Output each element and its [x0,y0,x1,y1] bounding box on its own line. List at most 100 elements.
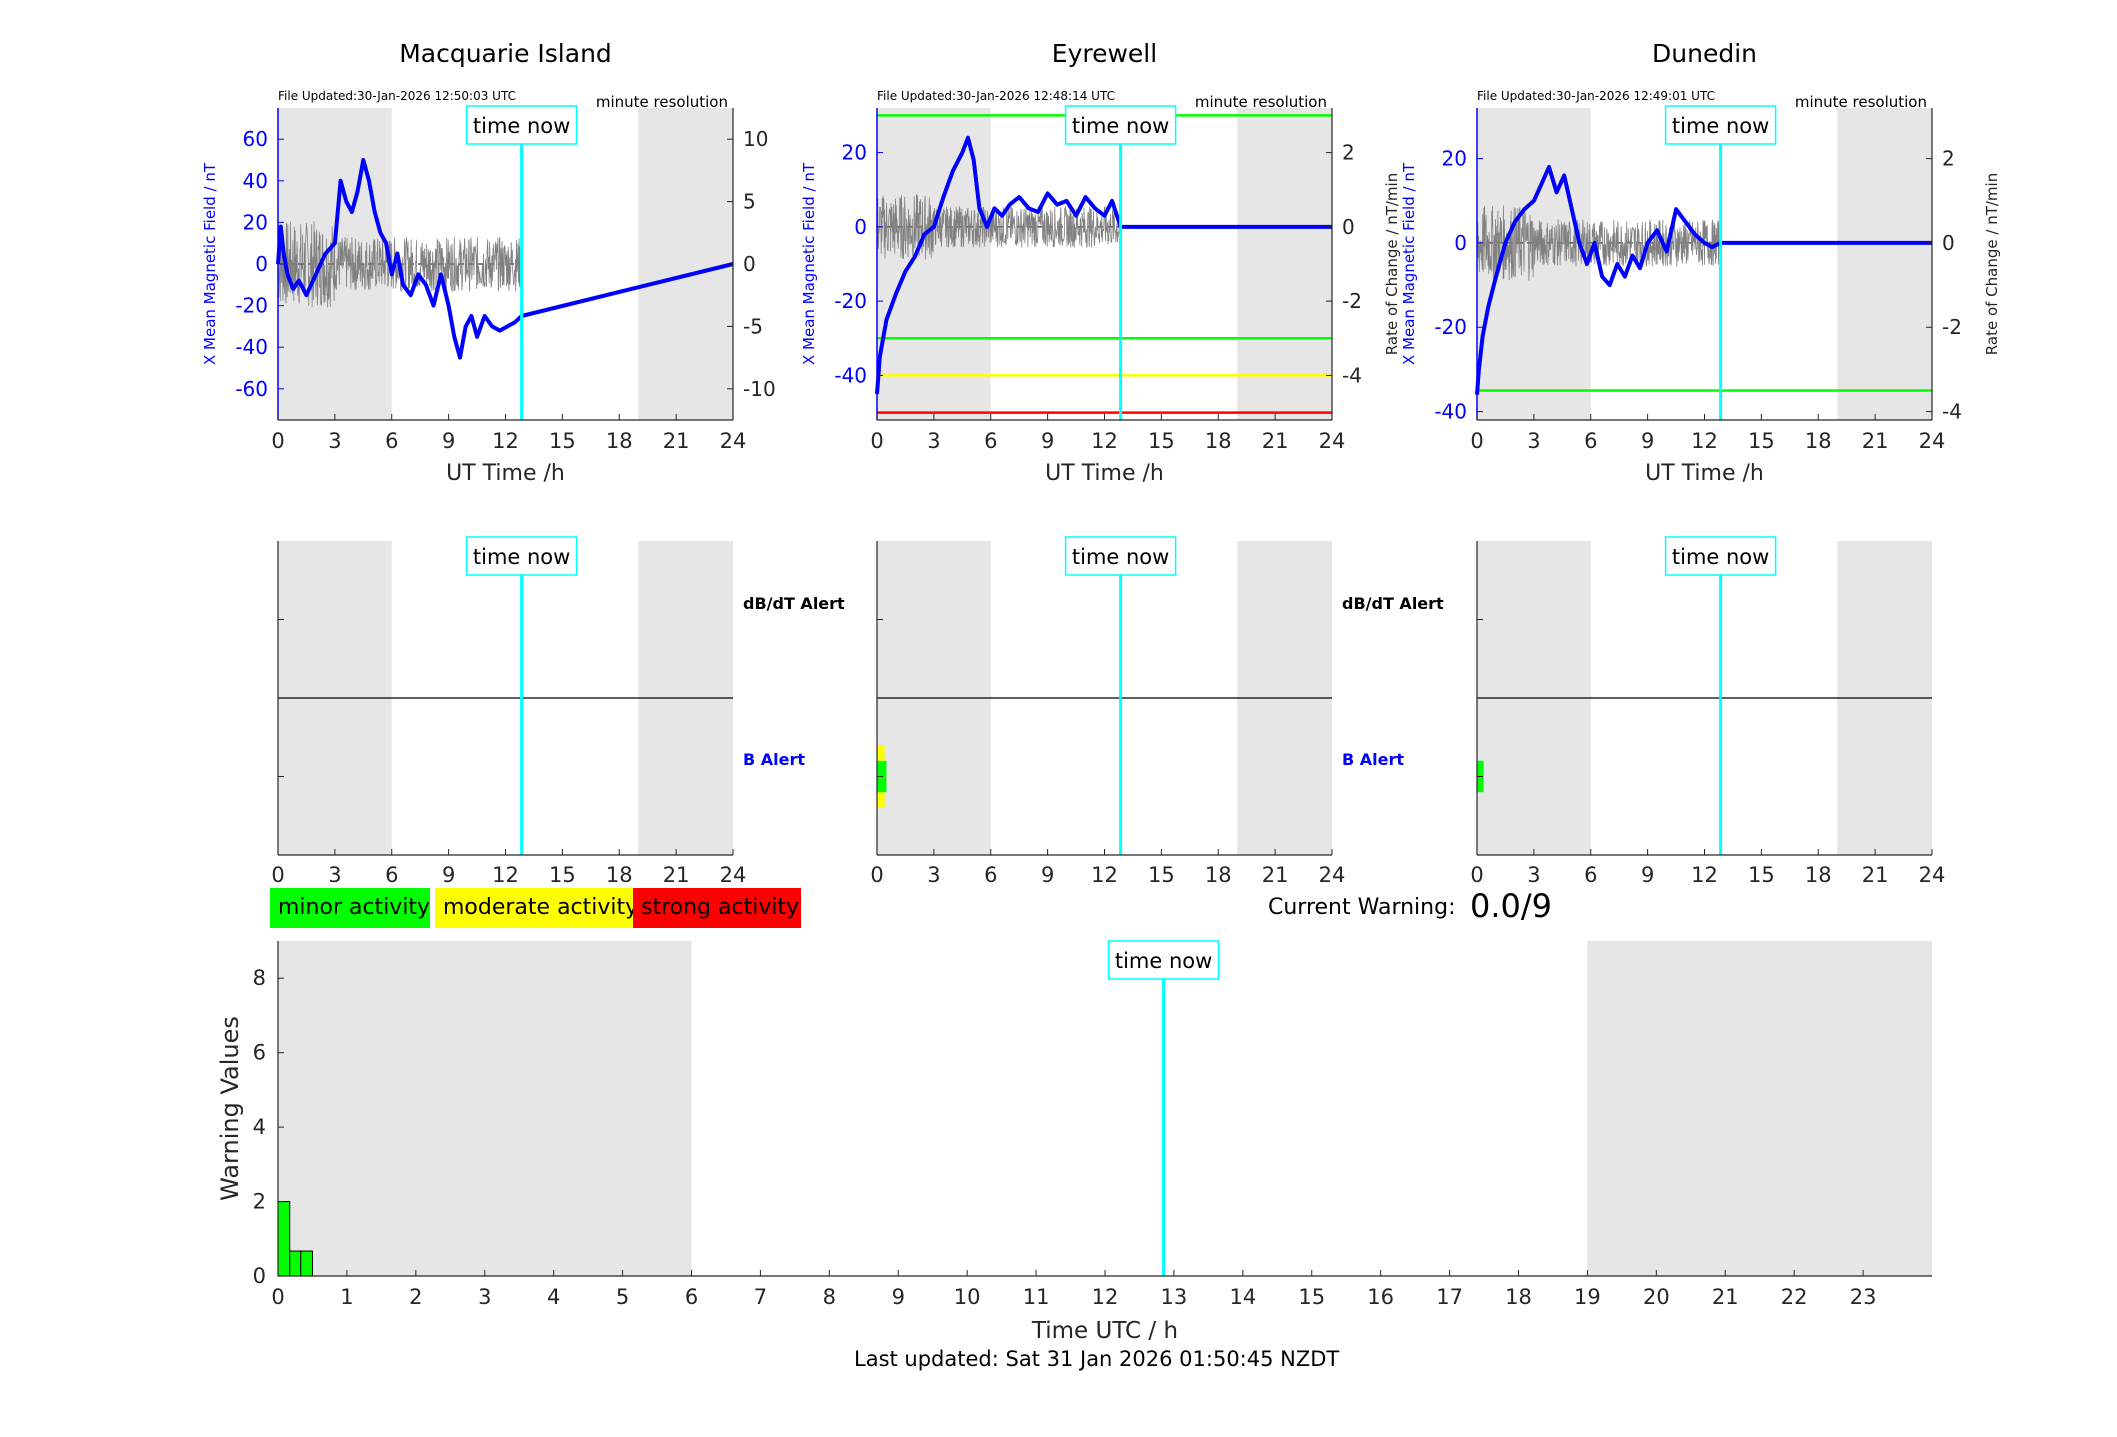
x-tick-label: 3 [927,429,940,453]
x-tick-label: 13 [1161,1285,1188,1309]
resolution-label: minute resolution [1795,93,1927,111]
magnetometer-chart-3: Dunedin File Updated:30-Jan-2026 12:49:01… [1400,39,2001,486]
time-now-label: time now [1672,114,1769,138]
time-now-marker: time now [1064,536,1177,576]
b-alert-label: B Alert [743,750,805,769]
y2-tick-label: -2 [1342,289,1362,313]
magnetic-field-series [276,158,734,360]
warning-bar [277,1201,291,1277]
night-shade [1587,941,1932,1276]
x-tick-label: 15 [549,429,576,453]
x-tick-label: 15 [1148,863,1175,887]
time-now-box [1664,105,1777,145]
night-shade [638,108,733,420]
x-tick-label: 21 [1262,429,1289,453]
x-tick-label: 9 [1041,429,1054,453]
x-tick-label: 7 [754,1285,767,1309]
x-tick-label: 24 [1319,863,1346,887]
rate-of-change-series [1476,205,1721,281]
y-tick-label: 20 [842,141,867,165]
x-tick-label: 21 [1862,863,1889,887]
y-tick-label: 60 [243,127,268,151]
y-axis-label: X Mean Magnetic Field / nT [800,162,818,365]
x-tick-label: 18 [1205,863,1232,887]
x-tick-label: 12 [492,863,519,887]
x-tick-label: 12 [1691,863,1718,887]
x-tick-label: 12 [1091,429,1118,453]
x-tick-label: 6 [984,863,997,887]
x-tick-label: 24 [720,863,747,887]
time-now-marker: time now [1664,536,1777,576]
x-tick-label: 18 [1505,1285,1532,1309]
x-tick-label: 9 [442,429,455,453]
x-tick-label: 3 [1527,863,1540,887]
file-updated-text: File Updated:30-Jan-2026 12:49:01 UTC [1477,89,1715,103]
x-tick-label: 23 [1850,1285,1877,1309]
time-now-label: time now [473,114,570,138]
x-tick-label: 16 [1367,1285,1394,1309]
y-tick-label: -60 [235,377,268,401]
x-tick-label: 21 [1712,1285,1739,1309]
x-tick-label: 17 [1436,1285,1463,1309]
alert-panel-3: 0 3 6 9 12 15 18 21 24 [1470,541,1945,887]
x-tick-label: 18 [606,429,633,453]
time-now-marker: time now [465,536,578,576]
x-tick-label: 24 [1919,429,1946,453]
x-tick-label: 8 [823,1285,836,1309]
x-tick-label: 15 [1148,429,1175,453]
x-tick-label: 6 [984,429,997,453]
alert-panel-2: 0 3 6 9 12 15 18 21 24 dB/dT Alert B Alert [870,541,1444,887]
x-tick-label: 9 [1641,429,1654,453]
x-tick-label: 3 [927,863,940,887]
y2-tick-label: -5 [743,314,763,338]
time-now-label: time now [1672,545,1769,569]
x-tick-label: 9 [892,1285,905,1309]
magnetometer-chart-2: Eyrewell File Updated:30-Jan-2026 12:48:1… [800,39,1401,486]
y-tick-label: -20 [1434,315,1467,339]
x-tick-label: 5 [616,1285,629,1309]
x-tick-label: 0 [271,429,284,453]
night-shade [278,941,692,1276]
y-tick-label: -40 [1434,400,1467,424]
magnetic-field-series [875,135,1332,395]
x-tick-label: 1 [340,1285,353,1309]
y-axis-label: X Mean Magnetic Field / nT [201,162,219,365]
chart-title: Eyrewell [1052,39,1157,68]
time-now-label: time now [1115,949,1212,973]
time-now-label: time now [1072,545,1169,569]
magnetic-field-series [1475,165,1932,395]
dbdt-alert-label: dB/dT Alert [1342,594,1444,613]
x-tick-label: 21 [663,429,690,453]
warning-values-chart: 0 1 2 3 4 5 6 7 8 9 10 11 12 13 14 15 16 17 18 19 20 21 22 2302… [216,941,1932,1344]
x-tick-label: 9 [1641,863,1654,887]
y-axis-label: Warning Values [216,1016,244,1201]
x-tick-label: 24 [1919,863,1946,887]
warning-bar [289,1250,302,1277]
y2-axis-label: Rate of Change / nT/min [1983,173,2001,355]
magnetometer-chart-1: Macquarie Island File Updated:30-Jan-2026… [201,39,776,486]
time-now-marker: time now [1107,940,1220,980]
y-tick-label: -20 [834,289,867,313]
y-tick-label: 2 [253,1190,266,1214]
chart-title: Dunedin [1652,39,1757,68]
x-tick-label: 6 [385,863,398,887]
x-tick-label: 12 [1091,863,1118,887]
x-tick-label: 14 [1229,1285,1256,1309]
x-tick-label: 6 [1584,429,1597,453]
x-tick-label: 12 [1092,1285,1119,1309]
current-warning-value: 0.0/9 [1470,887,1553,925]
time-now-box [465,105,578,145]
x-tick-label: 0 [870,429,883,453]
y-tick-label: -40 [834,363,867,387]
x-tick-label: 15 [1748,863,1775,887]
x-tick-label: 4 [547,1285,560,1309]
rate-of-change-series [876,194,1121,260]
x-tick-label: 21 [1862,429,1889,453]
x-tick-label: 2 [409,1285,422,1309]
y2-tick-label: 2 [1942,147,1955,171]
y2-tick-label: -2 [1942,315,1962,339]
x-tick-label: 9 [442,863,455,887]
x-tick-label: 12 [1691,429,1718,453]
time-now-box [1064,105,1177,145]
time-now-marker: time now [1064,105,1177,145]
